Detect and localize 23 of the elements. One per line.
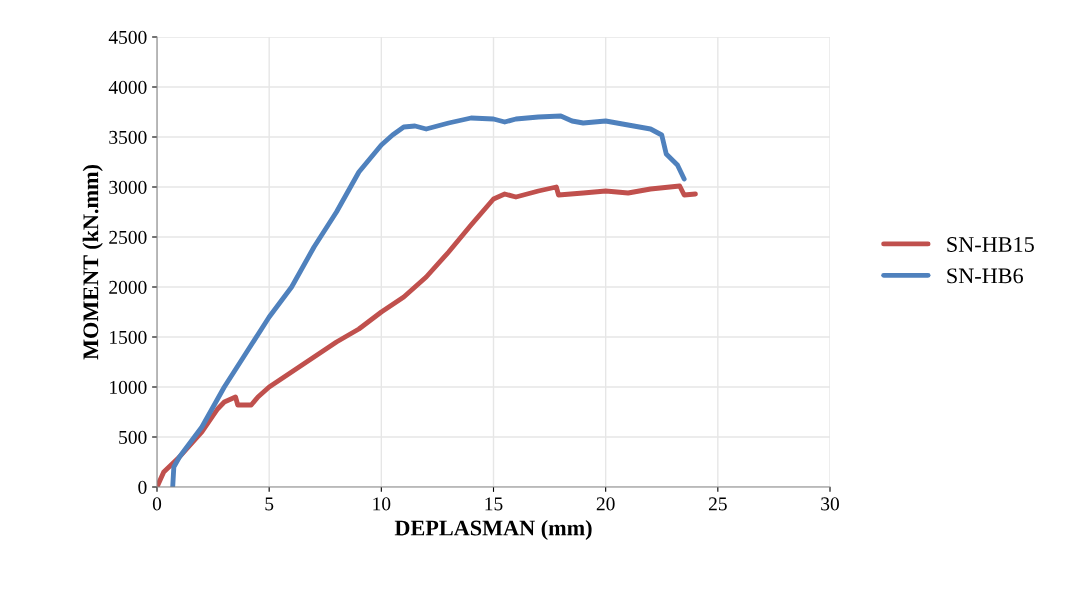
line-series bbox=[157, 183, 698, 487]
y-tick-label: 500 bbox=[119, 430, 147, 444]
y-tick-label: 3500 bbox=[109, 130, 147, 144]
x-axis-title: DEPLASMAN (mm) bbox=[394, 519, 592, 541]
y-tick-label: 4000 bbox=[108, 80, 147, 94]
x-tick-label: 30 bbox=[821, 497, 839, 511]
x-tick-label: 25 bbox=[708, 497, 727, 511]
legend-label: SN-HB15 bbox=[947, 237, 1034, 252]
y-axis-title: MOMENT (kN.mm) bbox=[82, 165, 103, 360]
x-tick-label: 20 bbox=[596, 497, 615, 511]
y-tick-label: 0 bbox=[138, 480, 147, 494]
y-tick-label: 2000 bbox=[109, 280, 147, 294]
line-series bbox=[170, 113, 687, 487]
y-tick-label: 1000 bbox=[110, 380, 147, 394]
y-tick-label: 1500 bbox=[110, 330, 147, 344]
y-tick-label: 4500 bbox=[108, 30, 147, 44]
legend-label: SN-HB6 bbox=[947, 268, 1023, 284]
x-tick-label: 5 bbox=[265, 497, 274, 511]
y-tick-label: 2500 bbox=[109, 230, 147, 244]
y-tick-label: 3000 bbox=[109, 180, 147, 194]
x-tick-label: 10 bbox=[373, 497, 391, 511]
x-tick-label: 0 bbox=[152, 497, 162, 511]
x-tick-label: 15 bbox=[485, 497, 503, 511]
